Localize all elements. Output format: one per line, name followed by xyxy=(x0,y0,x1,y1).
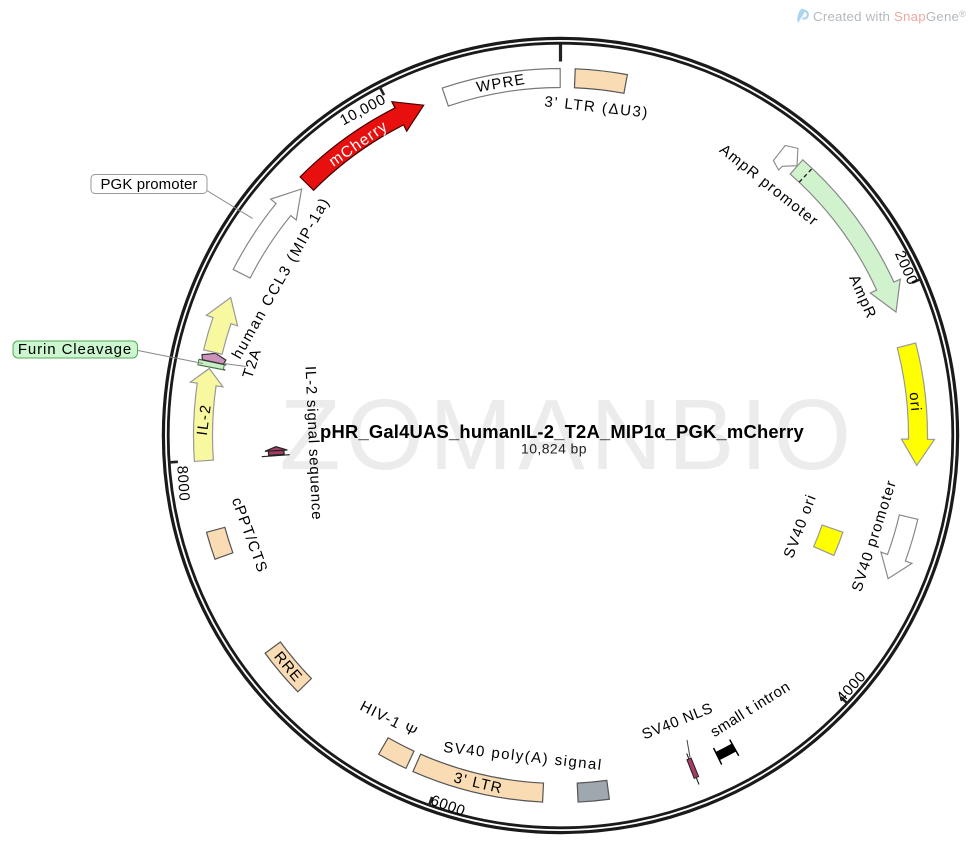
svg-text:ori: ori xyxy=(906,391,925,412)
svg-text:IL-2 signal sequence: IL-2 signal sequence xyxy=(302,366,326,521)
svg-text:Created with SnapGene®: Created with SnapGene® xyxy=(813,9,966,24)
svg-text:Furin Cleavage: Furin Cleavage xyxy=(18,341,132,358)
svg-text:10,824 bp: 10,824 bp xyxy=(521,441,587,457)
svg-text:pHR_Gal4UAS_humanIL-2_T2A_MIP1: pHR_Gal4UAS_humanIL-2_T2A_MIP1α_PGK_mChe… xyxy=(320,421,804,442)
svg-text:8000: 8000 xyxy=(173,465,192,502)
svg-text:ZOMANBIO: ZOMANBIO xyxy=(279,379,856,491)
svg-text:PGK promoter: PGK promoter xyxy=(100,176,197,193)
svg-text:IL-2: IL-2 xyxy=(194,403,215,437)
